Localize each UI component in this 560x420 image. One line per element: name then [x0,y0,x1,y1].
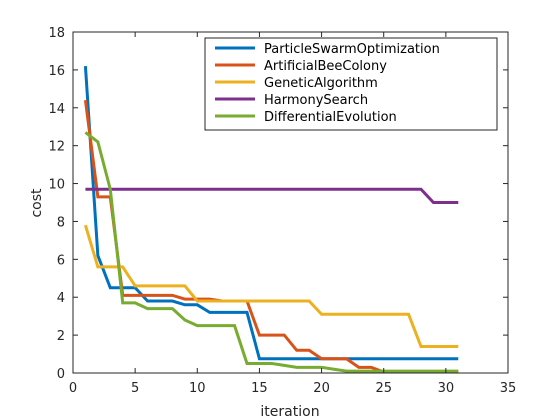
y-tick-label: 6 [57,253,65,268]
legend-label-differential-evolution: DifferentialEvolution [264,110,397,125]
series-line-genetic-algorithm [83,224,459,348]
x-tick-label: 5 [131,381,139,396]
x-tick-label: 10 [189,381,206,396]
legend-label-harmony-search: HarmonySearch [264,93,368,108]
legend: ParticleSwarmOptimization ArtificialBeeCo… [204,37,498,131]
series-layer [83,66,459,374]
x-tick-label: 35 [500,381,517,396]
x-tick-label: 0 [69,381,77,396]
x-axis-title: iteration [260,404,319,420]
plot-frame [72,31,509,374]
y-tick-label: 8 [57,215,65,230]
y-tick-label: 16 [48,64,65,79]
x-axis: 0 5 10 15 20 25 30 35 [69,32,516,396]
legend-label-artificial-bee-colony: ArtificialBeeColony [264,59,387,74]
legend-label-genetic-algorithm: GeneticAlgorithm [264,76,378,91]
y-tick-label: 2 [57,329,65,344]
x-tick-label: 15 [251,381,268,396]
x-tick-label: 25 [375,381,392,396]
y-tick-label: 18 [48,26,65,41]
y-tick-label: 12 [48,140,65,155]
y-tick-label: 14 [48,102,65,117]
x-tick-label: 20 [313,381,330,396]
x-tick-label: 30 [438,381,455,396]
y-axis-title: cost [29,188,45,218]
y-tick-label: 4 [57,291,65,306]
legend-label-particle-swarm-optimization: ParticleSwarmOptimization [264,42,440,57]
series-line-differential-evolution [84,131,459,373]
y-tick-label: 10 [48,178,65,193]
series-line-harmony-search [85,187,459,204]
series-line-particle-swarm-optimization [83,66,459,361]
y-tick-label: 0 [57,367,65,382]
y-axis: 0 2 4 6 8 10 12 14 16 18 [48,26,508,382]
